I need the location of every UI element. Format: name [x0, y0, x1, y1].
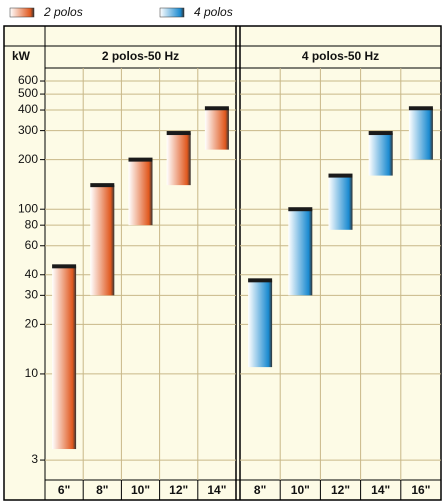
range-bar	[166, 133, 191, 186]
bar-cap	[204, 106, 229, 111]
y-tick-label: 3	[31, 452, 38, 466]
x-tick-label: 10"	[291, 483, 310, 497]
panel-title: 4 polos-50 Hz	[302, 49, 379, 63]
x-tick-label: 12"	[169, 483, 188, 497]
bar-cap	[166, 131, 191, 136]
panel-title: 2 polos-50 Hz	[102, 49, 179, 63]
y-tick-label: 600	[18, 73, 38, 87]
range-bar	[408, 108, 433, 160]
bar-cap	[128, 157, 153, 162]
bar-cap	[408, 106, 433, 111]
bar-cap	[90, 183, 115, 188]
x-tick-label: 14"	[371, 483, 390, 497]
y-tick-label: 30	[25, 288, 39, 302]
y-tick-label: 40	[25, 267, 39, 281]
bar-cap	[248, 278, 273, 283]
x-tick-label: 8"	[96, 483, 108, 497]
y-tick-label: 300	[18, 123, 38, 137]
x-tick-label: 12"	[331, 483, 350, 497]
chart-frame	[3, 25, 442, 501]
legend-label: 2 polos	[43, 5, 83, 19]
range-bar	[368, 133, 393, 176]
x-tick-label: 10"	[131, 483, 150, 497]
legend-swatch	[9, 7, 35, 18]
range-bar	[128, 159, 153, 226]
range-bar	[248, 280, 273, 368]
legend-swatch	[159, 7, 185, 18]
x-tick-label: 6"	[58, 483, 70, 497]
range-bar	[288, 209, 313, 296]
range-bar	[204, 108, 229, 150]
legend-label: 4 polos	[194, 5, 233, 19]
y-tick-label: 400	[18, 102, 38, 116]
y-tick-label: 100	[18, 201, 38, 215]
bar-cap	[368, 131, 393, 136]
bar-cap	[52, 264, 77, 269]
bar-cap	[328, 173, 353, 178]
y-tick-label: 60	[25, 238, 39, 252]
x-tick-label: 14"	[207, 483, 226, 497]
x-tick-label: 8"	[254, 483, 266, 497]
range-bar	[328, 175, 353, 230]
y-tick-label: 10	[25, 366, 39, 380]
y-tick-label: 20	[25, 317, 39, 331]
x-tick-label: 16"	[411, 483, 430, 497]
y-tick-label: 200	[18, 152, 38, 166]
bar-cap	[288, 207, 313, 212]
range-bar	[52, 266, 77, 450]
y-tick-label: 500	[18, 86, 38, 100]
range-bar	[90, 185, 115, 296]
y-tick-label: 80	[25, 217, 39, 231]
y-axis-label: kW	[12, 49, 31, 63]
